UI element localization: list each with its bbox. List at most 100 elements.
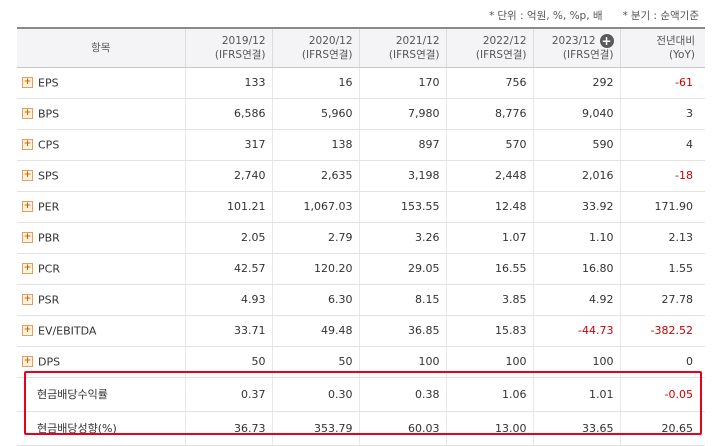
table-cell: 570 (445, 129, 533, 161)
expand-icon[interactable]: + (22, 108, 33, 120)
table-cell: 756 (445, 67, 533, 99)
table-cell: 7,980 (358, 98, 446, 130)
table-row: + PBR 2.05 2.79 3.26 1.07 1.10 2.13 (17, 222, 705, 254)
header-col-2021: 2021/12 (IFRS연결) (358, 27, 446, 68)
table-cell: 16 (271, 67, 359, 99)
table-cell: 42.57 (184, 253, 272, 285)
table-row: + EPS 133 16 170 756 292 -61 (17, 67, 705, 99)
row-label-cps[interactable]: + CPS (17, 129, 185, 161)
table-cell: 33.92 (532, 191, 620, 223)
table-cell: 2.79 (271, 222, 359, 254)
yoy-cell: 0 (619, 346, 705, 378)
yoy-cell: 171.90 (619, 191, 705, 223)
table-cell: 2,448 (445, 160, 533, 192)
table-cell: 9,040 (532, 98, 620, 130)
table-cell: 60.03 (358, 411, 446, 446)
table-cell: 5,960 (271, 98, 359, 130)
financial-ratio-table: 항목 2019/12 (IFRS연결) 2020/12 (IFRS연결) 2021/… (17, 27, 705, 446)
table-row: 현금배당성향(%) 36.73 353.79 60.03 13.00 33.65… (17, 411, 705, 446)
table-cell: -44.73 (532, 315, 620, 347)
table-cell: 292 (532, 67, 620, 99)
table-cell: 3,198 (358, 160, 446, 192)
table-row: + CPS 317 138 897 570 590 4 (17, 129, 705, 161)
table-cell: 16.55 (445, 253, 533, 285)
table-cell: 33.71 (184, 315, 272, 347)
header-col-2020: 2020/12 (IFRS연결) (271, 27, 359, 68)
table-cell: 317 (184, 129, 272, 161)
table-cell: 100 (445, 346, 533, 378)
table-cell: 2.05 (184, 222, 272, 254)
table-cell: 0.37 (184, 377, 272, 412)
table-cell: 33.65 (532, 411, 620, 446)
expand-columns-icon[interactable]: + (599, 33, 614, 48)
table-cell: 12.48 (445, 191, 533, 223)
table-cell: 16.80 (532, 253, 620, 285)
table-row: + PER 101.21 1,067.03 153.55 12.48 33.92 … (17, 191, 705, 223)
yoy-cell: 27.78 (619, 284, 705, 316)
table-cell: 3.26 (358, 222, 446, 254)
table-cell: 1.07 (445, 222, 533, 254)
yoy-cell: -0.05 (619, 377, 705, 412)
header-item: 항목 (17, 27, 185, 68)
yoy-cell: 2.13 (619, 222, 705, 254)
row-label-eps[interactable]: + EPS (17, 67, 185, 99)
yoy-cell: 4 (619, 129, 705, 161)
row-label-per[interactable]: + PER (17, 191, 185, 223)
table-cell: 4.93 (184, 284, 272, 316)
table-row: + EV/EBITDA 33.71 49.48 36.85 15.83 -44.7… (17, 315, 705, 347)
expand-icon[interactable]: + (22, 77, 33, 89)
expand-icon[interactable]: + (22, 356, 33, 368)
row-label-dividend-yield: 현금배당수익률 (17, 377, 185, 412)
table-cell: 1.01 (532, 377, 620, 412)
table-cell: 2,740 (184, 160, 272, 192)
table-cell: 590 (532, 129, 620, 161)
expand-icon[interactable]: + (22, 170, 33, 182)
row-label-dps[interactable]: + DPS (17, 346, 185, 378)
table-cell: 897 (358, 129, 446, 161)
row-label-sps[interactable]: + SPS (17, 160, 185, 192)
table-cell: 1,067.03 (271, 191, 359, 223)
table-cell: 153.55 (358, 191, 446, 223)
table-cell: 353.79 (271, 411, 359, 446)
yoy-cell: -61 (619, 67, 705, 99)
expand-icon[interactable]: + (22, 201, 33, 213)
yoy-cell: 1.55 (619, 253, 705, 285)
row-label-psr[interactable]: + PSR (17, 284, 185, 316)
table-row: + SPS 2,740 2,635 3,198 2,448 2,016 -18 (17, 160, 705, 192)
expand-icon[interactable]: + (22, 294, 33, 306)
header-col-2019: 2019/12 (IFRS연결) (184, 27, 272, 68)
table-cell: 13.00 (445, 411, 533, 446)
table-cell: 6,586 (184, 98, 272, 130)
table-cell: 29.05 (358, 253, 446, 285)
table-cell: 4.92 (532, 284, 620, 316)
table-cell: 50 (271, 346, 359, 378)
table-cell: 2,016 (532, 160, 620, 192)
yoy-cell: -18 (619, 160, 705, 192)
table-cell: 49.48 (271, 315, 359, 347)
expand-icon[interactable]: + (22, 232, 33, 244)
table-cell: 138 (271, 129, 359, 161)
table-cell: 100 (532, 346, 620, 378)
table-row: + DPS 50 50 100 100 100 0 (17, 346, 705, 378)
table-cell: 8.15 (358, 284, 446, 316)
row-label-bps[interactable]: + BPS (17, 98, 185, 130)
expand-icon[interactable]: + (22, 263, 33, 275)
yoy-cell: 20.65 (619, 411, 705, 446)
table-header-row: 항목 2019/12 (IFRS연결) 2020/12 (IFRS연결) 2021/… (17, 27, 705, 68)
table-notes: * 단위 : 억원, %, %p, 배 * 분기 : 순액기준 (489, 7, 699, 23)
row-label-ev-ebitda[interactable]: + EV/EBITDA (17, 315, 185, 347)
row-label-payout-ratio: 현금배당성향(%) (17, 411, 185, 446)
table-cell: 15.83 (445, 315, 533, 347)
table-cell: 36.73 (184, 411, 272, 446)
table-row: + BPS 6,586 5,960 7,980 8,776 9,040 3 (17, 98, 705, 130)
expand-icon[interactable]: + (22, 139, 33, 151)
expand-icon[interactable]: + (22, 325, 33, 337)
row-label-pcr[interactable]: + PCR (17, 253, 185, 285)
table-cell: 1.10 (532, 222, 620, 254)
header-col-2022: 2022/12 (IFRS연결) (445, 27, 533, 68)
table-cell: 1.06 (445, 377, 533, 412)
row-label-pbr[interactable]: + PBR (17, 222, 185, 254)
table-row: + PCR 42.57 120.20 29.05 16.55 16.80 1.55 (17, 253, 705, 285)
unit-note: * 단위 : 억원, %, %p, 배 (489, 9, 603, 22)
yoy-cell: -382.52 (619, 315, 705, 347)
